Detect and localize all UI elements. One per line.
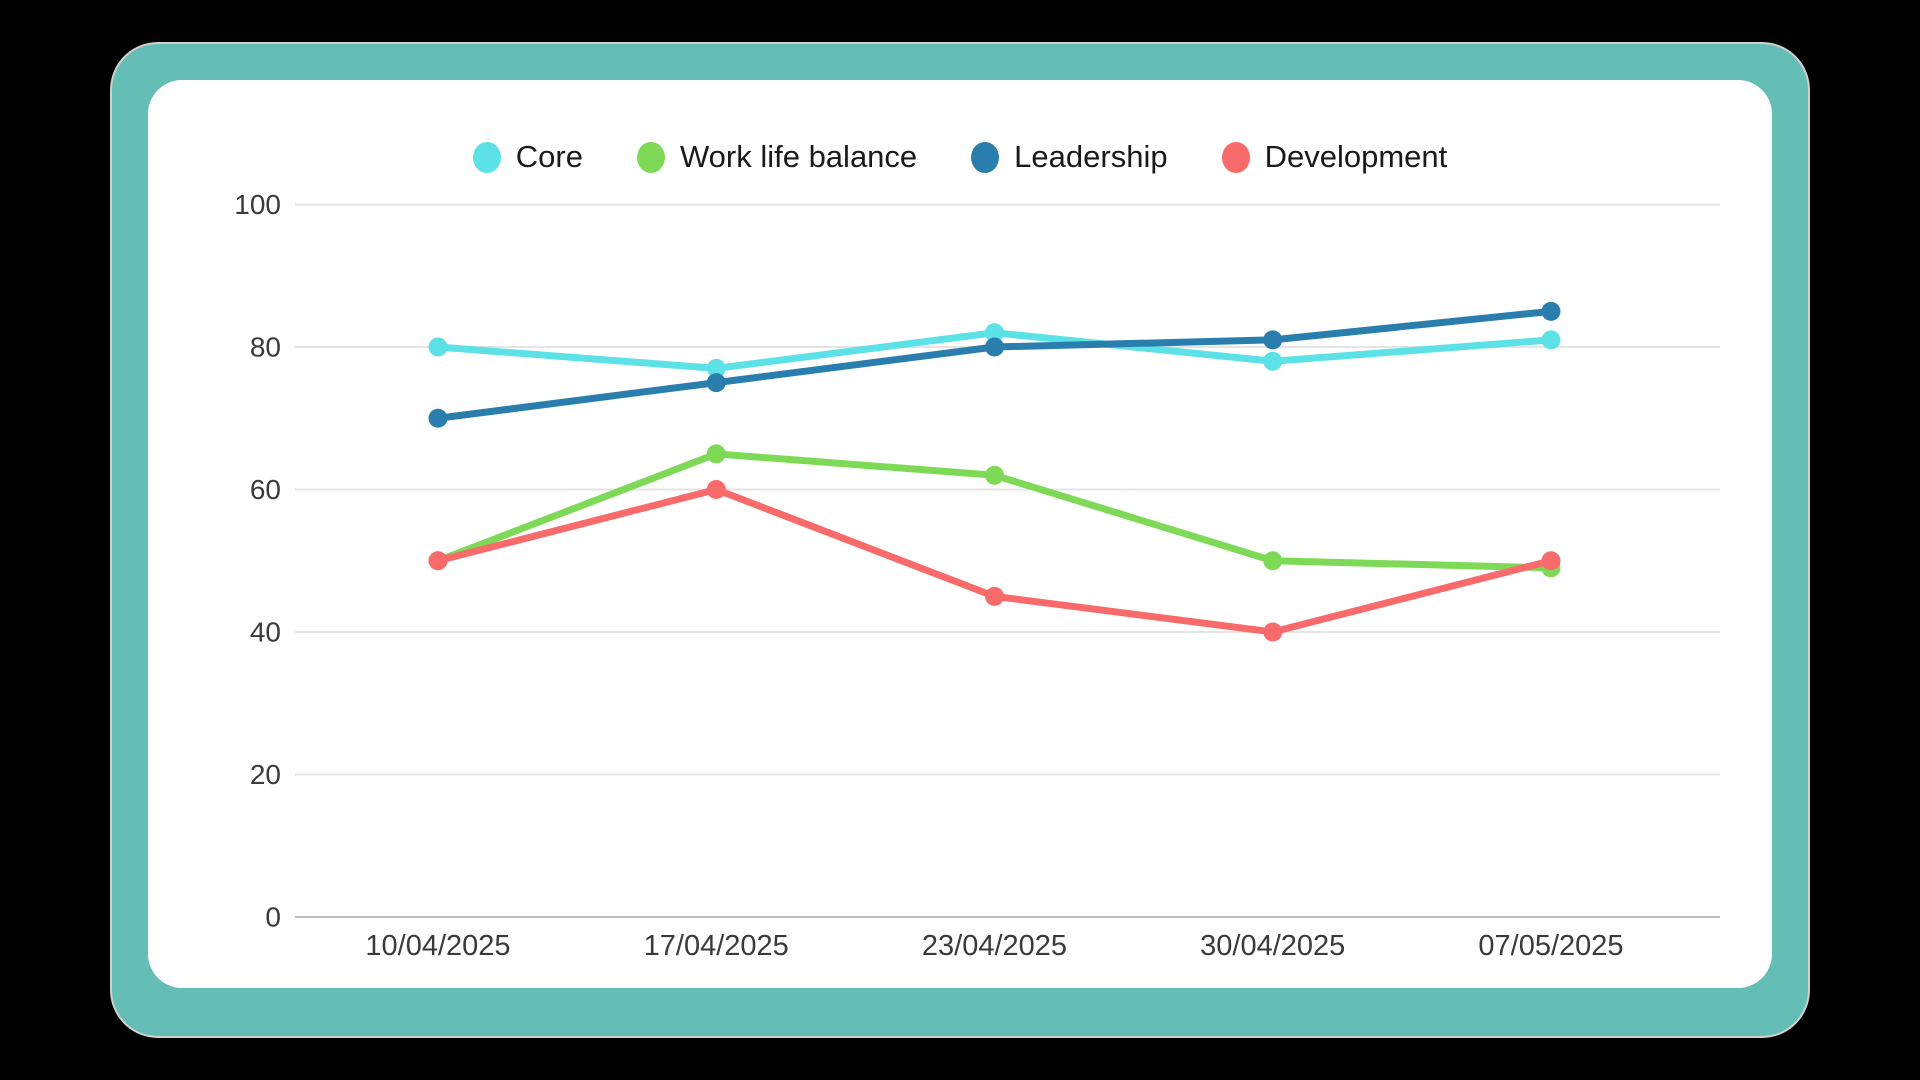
data-point-leadership-1 (706, 373, 726, 393)
x-tick-label-1: 17/04/2025 (644, 930, 789, 962)
teal-frame: Core Work life balance Leadership Developme… (110, 42, 1810, 1038)
data-point-development-2 (985, 586, 1004, 606)
data-point-work-life-balance-3 (1263, 551, 1283, 571)
data-point-leadership-4 (1541, 301, 1561, 321)
data-point-leadership-0 (428, 408, 448, 428)
data-point-core-4 (1541, 330, 1561, 350)
legend-label: Development (1264, 139, 1448, 174)
legend-dot-development (1221, 141, 1250, 173)
y-tick-label-0: 0 (265, 902, 281, 933)
data-point-work-life-balance-1 (706, 444, 726, 464)
legend-label: Work life balance (679, 139, 918, 174)
data-point-leadership-3 (1263, 330, 1283, 350)
data-point-leadership-2 (985, 337, 1004, 357)
legend-item-development: Development (1221, 139, 1448, 175)
y-tick-label-100: 100 (234, 189, 281, 220)
y-tick-label-20: 20 (250, 759, 281, 790)
data-point-work-life-balance-2 (985, 465, 1004, 485)
legend-item-core: Core (472, 139, 583, 175)
x-tick-label-0: 10/04/2025 (365, 930, 510, 962)
x-tick-label-2: 23/04/2025 (922, 930, 1067, 962)
data-point-development-1 (706, 480, 726, 499)
y-tick-label-80: 80 (250, 332, 281, 363)
chart-card: Core Work life balance Leadership Developme… (148, 80, 1772, 988)
legend-label: Leadership (1014, 139, 1168, 174)
legend-dot-leadership (971, 141, 1000, 173)
legend-dot-core (472, 141, 501, 173)
data-point-core-0 (428, 337, 448, 357)
data-point-development-4 (1541, 551, 1561, 571)
x-tick-label-3: 30/04/2025 (1200, 930, 1345, 962)
y-tick-label-60: 60 (250, 474, 281, 505)
data-point-development-0 (428, 551, 448, 571)
x-tick-label-4: 07/05/2025 (1478, 930, 1623, 962)
data-point-core-3 (1263, 351, 1283, 371)
data-point-core-1 (706, 358, 726, 378)
legend-item-work-life-balance: Work life balance (636, 139, 918, 175)
legend-label: Core (515, 139, 583, 174)
line-chart: 0 20 40 60 80 100 10/04/2025 17/04/2025 23/04/20… (234, 189, 1720, 962)
data-point-development-3 (1263, 622, 1283, 642)
legend-item-leadership: Leadership (971, 139, 1168, 175)
chart-legend: Core Work life balance Leadership Developme… (148, 136, 1772, 178)
legend-dot-work-life-balance (636, 141, 665, 173)
y-tick-label-40: 40 (250, 617, 281, 648)
data-point-core-2 (985, 323, 1004, 343)
